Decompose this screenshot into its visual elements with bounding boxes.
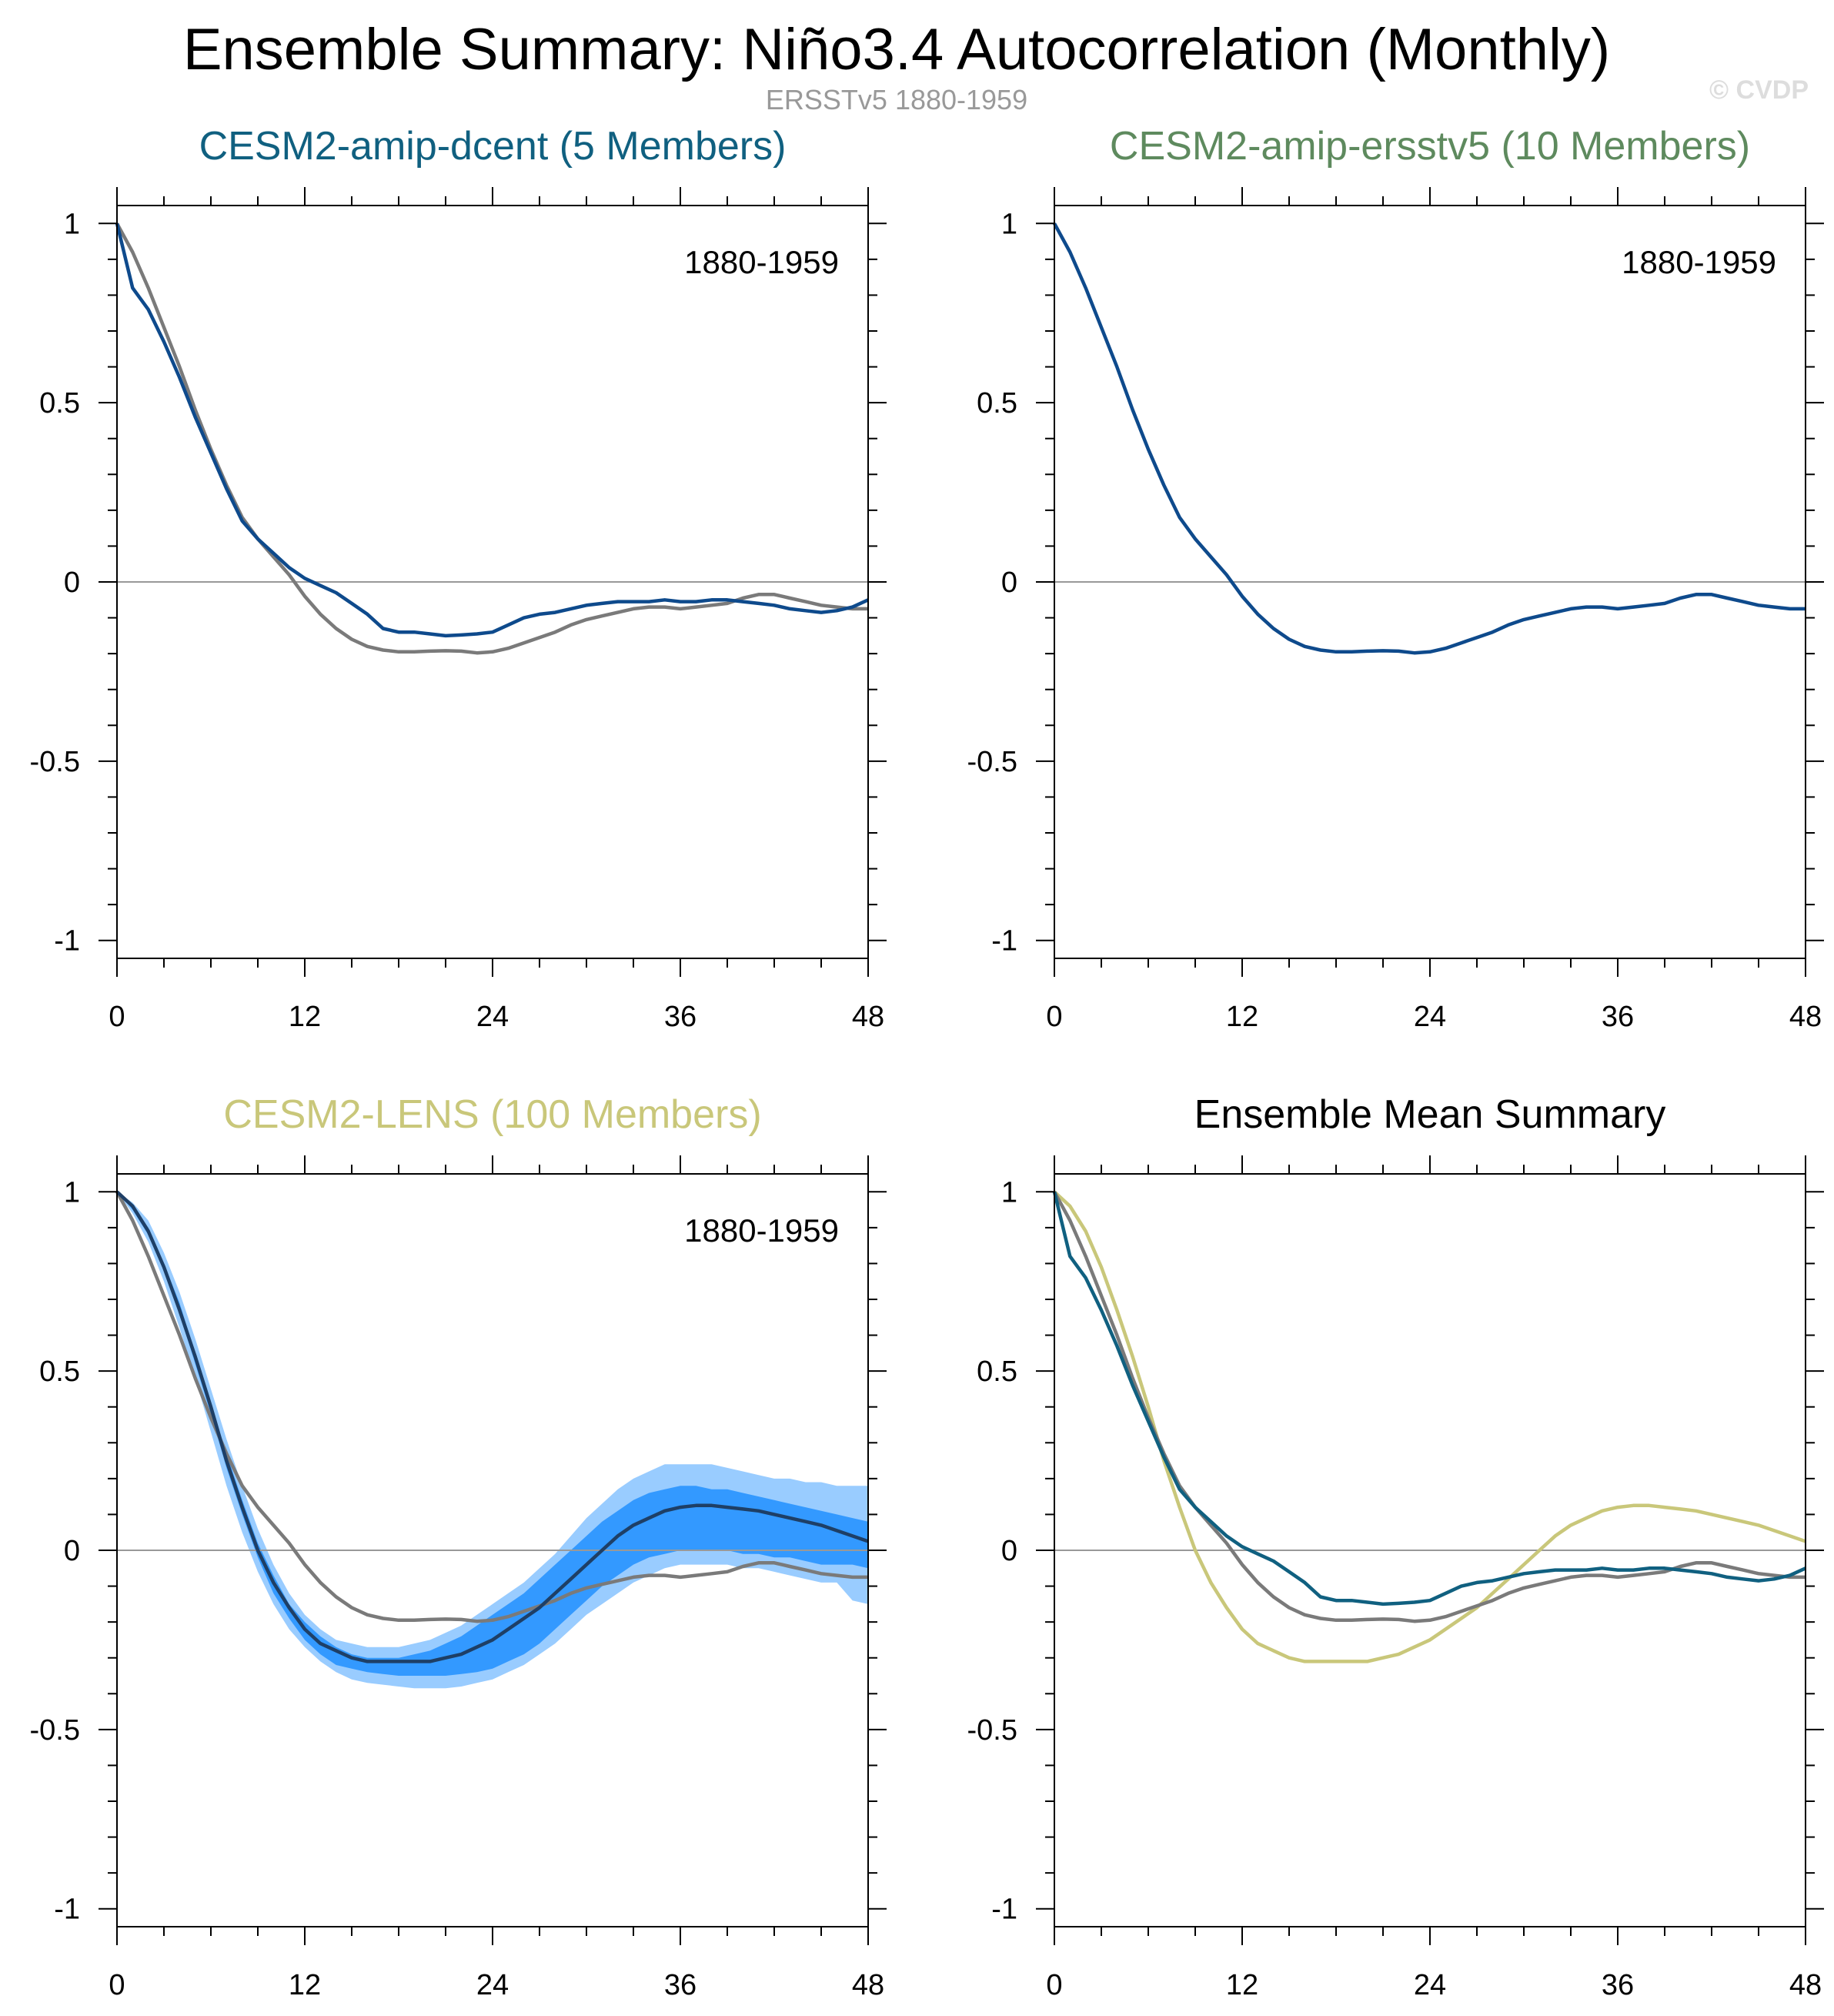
y-tick-label: -0.5 xyxy=(30,1714,80,1747)
y-tick-label: 0 xyxy=(1001,567,1017,599)
x-tick-label: 48 xyxy=(852,1001,884,1033)
y-tick-label: 0.5 xyxy=(39,387,80,420)
chart-panel-1: CESM2-amip-dcent (5 Members) 1 0.5 0 -0.5 -1 0… xyxy=(30,124,887,1033)
series-line-model xyxy=(115,1190,869,1663)
main-title: Ensemble Summary: Niño3.4 Autocorrelatio… xyxy=(183,17,1610,82)
panel-title: CESM2-amip-ersstv5 (10 Members) xyxy=(1110,124,1750,169)
x-tick-label: 24 xyxy=(476,1001,509,1033)
y-tick-label: -1 xyxy=(991,925,1017,958)
x-tick-label: 12 xyxy=(289,1969,321,2001)
series-line-model xyxy=(1053,222,1806,655)
y-tick-label: 1 xyxy=(64,1176,80,1209)
series-line-lens xyxy=(1053,1190,1806,1663)
y-tick-label: -1 xyxy=(54,1894,80,1926)
y-tick-label: 0.5 xyxy=(977,387,1017,420)
series-line-dcent xyxy=(1052,1191,1806,1606)
y-tick-label: 1 xyxy=(1001,208,1017,240)
y-tick-label: 0 xyxy=(64,1535,80,1567)
x-tick-label: 36 xyxy=(1602,1001,1634,1033)
y-tick-label: 0 xyxy=(1001,1535,1017,1567)
subtitle: ERSSTv5 1880-1959 xyxy=(766,84,1027,115)
x-tick-label: 12 xyxy=(289,1001,321,1033)
y-tick-label: 0.5 xyxy=(977,1356,1017,1388)
chart-panel-3: CESM2-LENS (100 Members) 1 0.5 0 -0.5 -1 0 12 24… xyxy=(30,1092,887,2001)
x-tick-label: 36 xyxy=(664,1969,697,2001)
period-label: 1880-1959 xyxy=(684,1212,839,1249)
chart-panel-2: CESM2-amip-ersstv5 (10 Members) 1 0.5 0 -0.5… xyxy=(967,124,1824,1033)
y-tick-label: -1 xyxy=(54,925,80,958)
spread-band-outer xyxy=(117,1192,868,1689)
series-line-obs xyxy=(1053,1191,1806,1623)
x-tick-label: 0 xyxy=(1046,1001,1062,1033)
y-tick-label: -0.5 xyxy=(967,746,1017,778)
x-tick-label: 24 xyxy=(476,1969,509,2001)
chart-panel-4: Ensemble Mean Summary 1 0.5 0 -0.5 -1 0 12 24 36 4… xyxy=(967,1092,1824,2001)
panel-title: Ensemble Mean Summary xyxy=(1194,1092,1666,1137)
y-tick-label: 0 xyxy=(64,567,80,599)
y-tick-label: 0.5 xyxy=(39,1356,80,1388)
x-tick-label: 48 xyxy=(852,1969,884,2001)
x-tick-label: 48 xyxy=(1789,1969,1822,2001)
x-tick-label: 36 xyxy=(1602,1969,1634,2001)
x-tick-label: 48 xyxy=(1789,1001,1822,1033)
x-tick-label: 0 xyxy=(109,1001,125,1033)
period-label: 1880-1959 xyxy=(684,244,839,280)
series-line-obs xyxy=(115,222,868,655)
x-tick-label: 36 xyxy=(664,1001,697,1033)
x-tick-label: 24 xyxy=(1414,1969,1446,2001)
x-tick-label: 24 xyxy=(1414,1001,1446,1033)
y-tick-label: -1 xyxy=(991,1894,1017,1926)
y-tick-label: 1 xyxy=(1001,1176,1017,1209)
x-tick-label: 0 xyxy=(109,1969,125,2001)
panels: CESM2-amip-dcent (5 Members) 1 0.5 0 -0.5 -1 0… xyxy=(30,124,1824,2001)
period-label: 1880-1959 xyxy=(1622,244,1776,280)
x-tick-label: 12 xyxy=(1226,1969,1258,2001)
spread-band-inner xyxy=(117,1192,868,1676)
y-tick-label: 1 xyxy=(64,208,80,240)
series-line-model xyxy=(115,222,869,638)
panel-title: CESM2-LENS (100 Members) xyxy=(223,1092,761,1137)
cvdp-credit: © CVDP xyxy=(1709,75,1809,105)
x-tick-label: 0 xyxy=(1046,1969,1062,2001)
series-line-obs xyxy=(115,1191,868,1623)
panel-title: CESM2-amip-dcent (5 Members) xyxy=(199,124,787,169)
x-tick-label: 12 xyxy=(1226,1001,1258,1033)
y-tick-label: -0.5 xyxy=(967,1714,1017,1747)
y-tick-label: -0.5 xyxy=(30,746,80,778)
